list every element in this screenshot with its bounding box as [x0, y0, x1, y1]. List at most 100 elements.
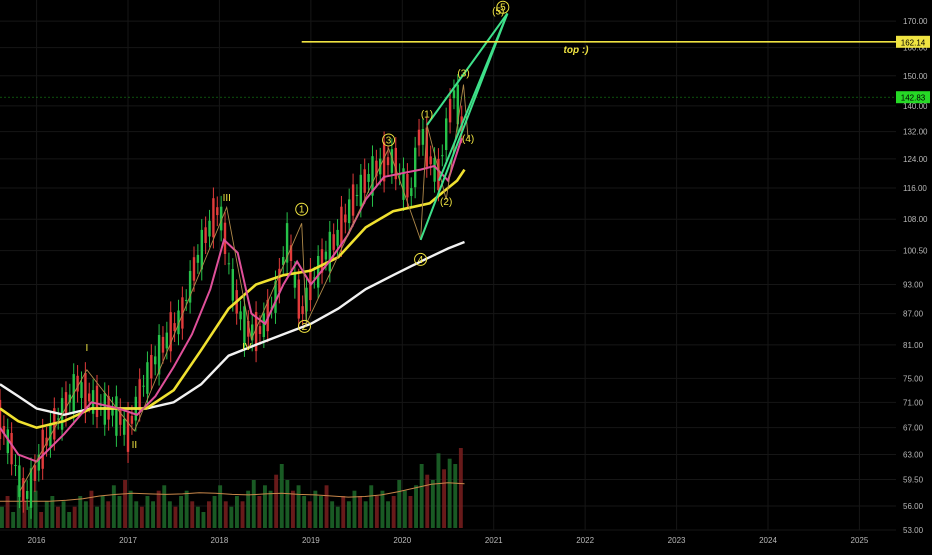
candle-body	[297, 279, 300, 319]
y-tick-label: 59.50	[903, 475, 924, 484]
volume-bar	[274, 474, 279, 528]
volume-bar	[447, 458, 452, 528]
wave-label: 3	[386, 135, 392, 146]
y-tick-label: 108.00	[903, 215, 928, 224]
candle-body	[285, 223, 289, 263]
x-tick-label: 2019	[302, 536, 320, 545]
volume-bar	[285, 480, 290, 528]
price-tag[interactable]	[896, 35, 930, 48]
target-line-label: top :)	[564, 45, 590, 56]
volume-bar	[134, 501, 139, 528]
price-tag-label: 162.14	[901, 38, 926, 47]
candle-body	[64, 392, 68, 416]
volume-bar	[386, 501, 390, 528]
price-tag-label: 142.83	[901, 94, 926, 103]
candle-body	[169, 312, 172, 352]
volume-bar	[414, 485, 418, 528]
volume-bar	[458, 448, 463, 528]
candle-body	[216, 207, 219, 216]
wave-label: (1)	[421, 109, 433, 120]
candle-body	[84, 373, 87, 413]
candle-body	[111, 407, 114, 416]
volume-bar	[425, 474, 430, 528]
candle-body	[359, 174, 362, 207]
volume-bar	[95, 506, 99, 528]
candle-body	[282, 257, 285, 265]
candle-body	[336, 229, 339, 246]
x-tick-label: 2023	[668, 536, 686, 545]
volume-bar	[442, 469, 446, 528]
volume-bar	[190, 501, 195, 528]
candle-body	[177, 310, 180, 335]
volume-bar	[251, 480, 256, 528]
y-tick-label: 116.00	[903, 184, 927, 193]
y-tick-label: 63.00	[903, 451, 924, 460]
candle-body	[223, 222, 227, 254]
wave-path	[19, 84, 469, 491]
volume-bar	[89, 490, 94, 528]
volume-bar	[408, 496, 413, 528]
candle-body	[204, 227, 207, 243]
candle-body	[258, 326, 262, 334]
candle-body	[192, 257, 196, 281]
volume-bar	[307, 501, 312, 528]
candle-body	[126, 412, 130, 452]
candle-body	[119, 409, 122, 425]
wave-label: (4)	[462, 134, 474, 145]
candle-body	[14, 465, 17, 466]
candle-body	[421, 129, 425, 145]
candle-body	[157, 335, 161, 375]
ma-fast-line	[0, 137, 463, 463]
x-tick-label: 2022	[576, 536, 594, 545]
volume-bar	[235, 496, 239, 528]
volume-bar	[201, 512, 206, 528]
candle-body	[57, 418, 60, 420]
volume-bar	[139, 506, 144, 528]
candle-body	[76, 375, 79, 392]
volume-bar	[106, 501, 111, 528]
candle-body	[220, 206, 223, 231]
candle-body	[181, 297, 184, 329]
candle-body	[390, 149, 394, 173]
candle-body	[243, 306, 246, 346]
volume-bar	[257, 496, 262, 528]
volume-bar	[352, 490, 357, 528]
volume-bar	[207, 501, 211, 528]
volume-bar	[430, 480, 435, 528]
candle-body	[115, 396, 118, 436]
volume-bar	[39, 512, 44, 528]
candle-body	[146, 362, 149, 394]
candle-body	[274, 281, 277, 313]
candle-body	[402, 168, 405, 200]
price-tag[interactable]	[896, 91, 930, 104]
price-axis[interactable]	[896, 0, 932, 550]
wave-label: (5)	[492, 6, 504, 17]
channel-line-upper	[426, 12, 509, 126]
candle-body	[150, 355, 153, 379]
candle-body	[425, 127, 428, 167]
candle-body	[18, 465, 21, 497]
candle-body	[88, 393, 91, 402]
candle-body	[26, 491, 29, 499]
volume-bar	[291, 490, 295, 528]
candle-body	[355, 195, 359, 196]
y-tick-label: 150.00	[903, 72, 928, 81]
volume-bar	[229, 506, 234, 528]
candle-body	[173, 323, 176, 331]
volume-bar	[302, 496, 307, 528]
volume-bar	[263, 485, 267, 528]
candle-body	[386, 157, 390, 166]
wave-label-circle	[496, 0, 510, 14]
candle-body	[254, 312, 258, 352]
candle-body	[212, 198, 215, 238]
candle-body	[348, 199, 351, 224]
candle-body	[351, 184, 355, 216]
volume-bar	[44, 501, 49, 528]
candle-body	[367, 174, 370, 182]
x-tick-label: 2017	[119, 536, 137, 545]
volume-bar	[346, 501, 351, 528]
volume-bar	[145, 496, 150, 528]
volume-bar	[83, 501, 88, 528]
